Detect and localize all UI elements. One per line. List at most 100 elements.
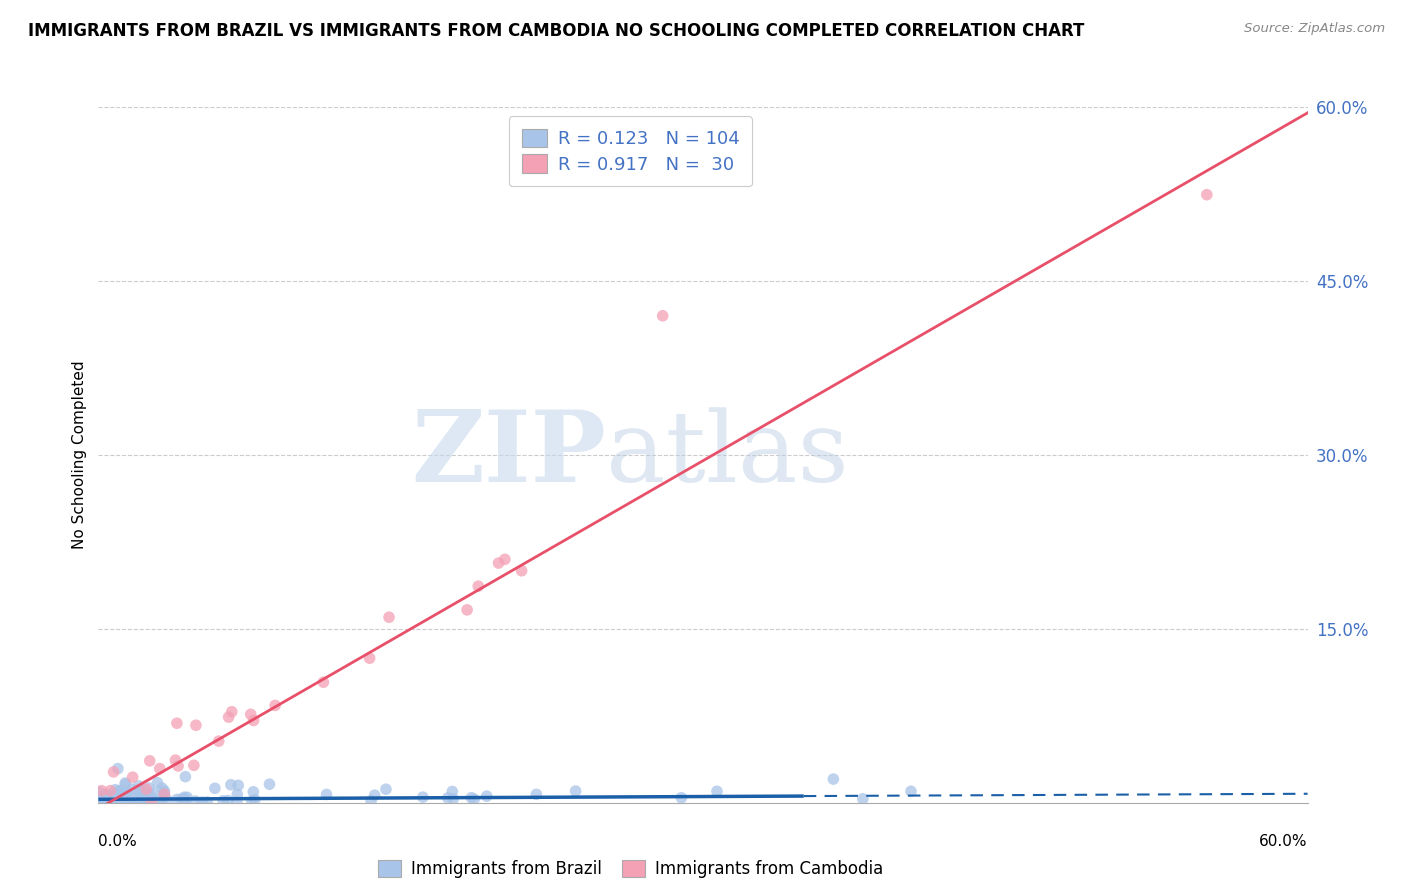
Point [90, 789, 112, 804]
Point [132, 783, 155, 797]
Point [204, 781, 226, 796]
Point [94, 788, 117, 802]
Point [184, 794, 207, 808]
Point [208, 734, 231, 748]
Point [173, 790, 195, 805]
Point [166, 716, 188, 731]
Point [135, 782, 157, 797]
Point [141, 790, 163, 805]
Point [93, 793, 115, 807]
Point [184, 718, 207, 732]
Point [107, 793, 129, 807]
Point [97, 790, 120, 805]
Point [90, 783, 112, 797]
Point [153, 786, 176, 800]
Point [441, 784, 464, 798]
Point [90, 796, 112, 810]
Point [141, 793, 163, 807]
Point [706, 784, 728, 798]
Point [87, 794, 110, 808]
Point [150, 781, 173, 796]
Point [315, 788, 337, 802]
Point [107, 795, 129, 809]
Point [153, 784, 176, 798]
Point [138, 754, 160, 768]
Point [156, 793, 179, 807]
Text: atlas: atlas [606, 407, 849, 503]
Point [121, 770, 143, 784]
Point [136, 791, 159, 805]
Point [110, 784, 132, 798]
Point [131, 791, 153, 805]
Point [110, 794, 132, 808]
Point [242, 714, 264, 728]
Point [671, 790, 693, 805]
Point [108, 783, 131, 797]
Point [852, 792, 875, 806]
Point [107, 762, 129, 776]
Point [98, 793, 121, 807]
Point [110, 789, 132, 804]
Point [118, 796, 141, 810]
Text: Source: ZipAtlas.com: Source: ZipAtlas.com [1244, 22, 1385, 36]
Point [375, 782, 398, 797]
Point [96, 794, 118, 808]
Point [112, 791, 135, 805]
Point [225, 795, 247, 809]
Point [823, 772, 845, 786]
Point [89, 785, 111, 799]
Point [900, 784, 922, 798]
Point [463, 792, 485, 806]
Point [166, 792, 188, 806]
Point [167, 759, 190, 773]
Point [460, 790, 482, 805]
Text: IMMIGRANTS FROM BRAZIL VS IMMIGRANTS FROM CAMBODIA NO SCHOOLING COMPLETED CORREL: IMMIGRANTS FROM BRAZIL VS IMMIGRANTS FRO… [28, 22, 1084, 40]
Point [412, 790, 434, 805]
Point [467, 579, 489, 593]
Point [101, 795, 124, 809]
Point [100, 789, 122, 803]
Point [115, 792, 138, 806]
Point [218, 710, 240, 724]
Point [146, 776, 169, 790]
Point [524, 788, 547, 802]
Point [103, 764, 125, 779]
Point [115, 789, 138, 804]
Point [170, 792, 193, 806]
Point [149, 794, 172, 808]
Point [153, 787, 176, 801]
Point [149, 762, 172, 776]
Point [312, 675, 335, 690]
Text: 60.0%: 60.0% [1260, 834, 1308, 849]
Point [90, 794, 112, 808]
Point [359, 651, 381, 665]
Point [195, 795, 218, 809]
Point [174, 770, 197, 784]
Point [141, 796, 163, 810]
Legend: Immigrants from Brazil, Immigrants from Cambodia: Immigrants from Brazil, Immigrants from … [371, 854, 890, 885]
Point [510, 564, 533, 578]
Point [104, 795, 127, 809]
Point [173, 791, 195, 805]
Y-axis label: No Schooling Completed: No Schooling Completed [72, 360, 87, 549]
Point [1195, 187, 1218, 202]
Point [103, 796, 125, 810]
Point [219, 778, 242, 792]
Point [259, 777, 281, 791]
Point [134, 786, 156, 800]
Point [128, 783, 150, 797]
Point [98, 783, 121, 797]
Point [360, 794, 382, 808]
Point [98, 790, 121, 805]
Point [134, 794, 156, 808]
Point [114, 776, 136, 790]
Point [226, 778, 249, 792]
Point [110, 795, 132, 809]
Point [242, 785, 264, 799]
Point [441, 792, 464, 806]
Text: 0.0%: 0.0% [98, 834, 138, 849]
Point [107, 796, 129, 810]
Point [494, 552, 516, 566]
Point [240, 794, 263, 808]
Point [111, 787, 134, 801]
